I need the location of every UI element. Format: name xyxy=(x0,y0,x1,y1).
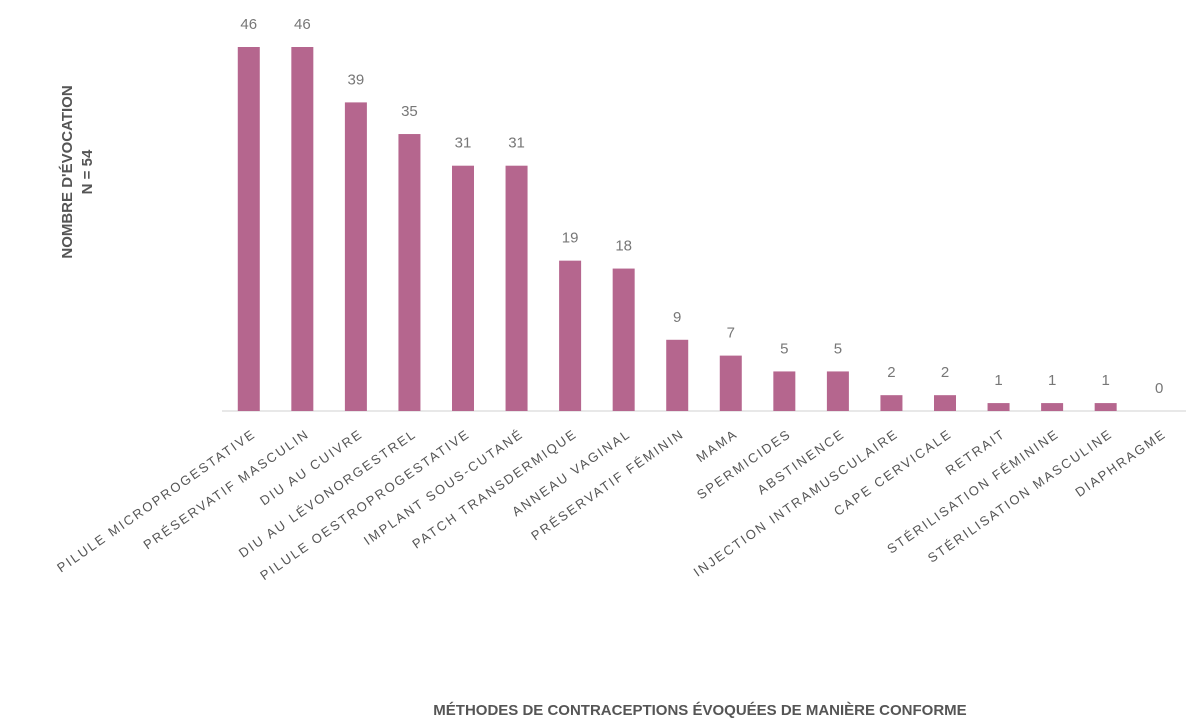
data-label: 31 xyxy=(508,135,525,152)
data-label: 19 xyxy=(562,230,579,247)
bar xyxy=(452,165,474,411)
x-axis-title: MÉTHODES DE CONTRACEPTIONS ÉVOQUÉES DE M… xyxy=(433,702,966,719)
bar xyxy=(666,339,689,411)
bar xyxy=(934,395,956,411)
data-label: 2 xyxy=(941,364,949,381)
data-label: 1 xyxy=(994,372,1002,389)
data-label: 35 xyxy=(401,103,418,120)
data-label: 39 xyxy=(348,71,365,88)
bar xyxy=(505,165,528,411)
y-axis-title: NOMBRE D'ÉVOCATION xyxy=(59,85,76,258)
data-label: 7 xyxy=(727,325,735,342)
data-label: 18 xyxy=(615,238,632,255)
bar xyxy=(826,371,849,411)
bar xyxy=(1041,403,1064,411)
bar xyxy=(612,268,635,411)
x-tick-label: DIAPHRAGME xyxy=(1072,426,1169,500)
x-tick-label: SPERMICIDES xyxy=(694,426,794,502)
bar xyxy=(880,395,903,411)
data-label: 2 xyxy=(887,364,895,381)
bar xyxy=(1094,403,1117,411)
bar xyxy=(291,47,314,411)
y-axis-title: N = 54 xyxy=(79,149,96,194)
data-label: 1 xyxy=(1101,372,1109,389)
bar xyxy=(719,355,742,411)
x-tick-label: PILULE MICROPROGESTATIVE xyxy=(54,426,258,575)
data-label: 46 xyxy=(294,16,311,33)
bar xyxy=(398,134,421,412)
data-label: 5 xyxy=(780,340,788,357)
bar xyxy=(344,102,367,412)
data-label: 1 xyxy=(1048,372,1056,389)
bar xyxy=(987,403,1010,411)
data-label: 46 xyxy=(240,16,257,33)
bar xyxy=(559,260,582,411)
data-label: 0 xyxy=(1155,380,1163,397)
data-label: 5 xyxy=(834,340,842,357)
bar xyxy=(237,47,260,411)
bar xyxy=(773,371,796,411)
data-label: 31 xyxy=(455,135,472,152)
data-label: 9 xyxy=(673,309,681,326)
x-tick-label: MAMA xyxy=(693,426,740,465)
